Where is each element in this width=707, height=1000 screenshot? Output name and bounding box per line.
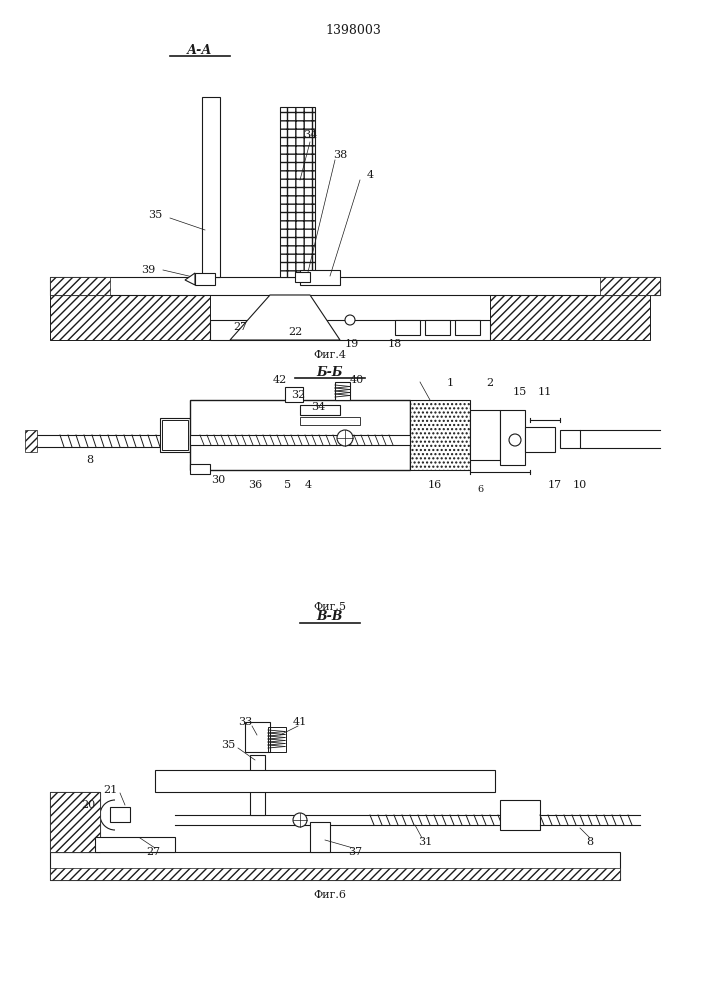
Bar — [160, 418, 190, 452]
Text: Фиг.4: Фиг.4 — [313, 350, 346, 360]
Bar — [395, 320, 420, 335]
Bar — [110, 807, 130, 822]
Text: Фиг.5: Фиг.5 — [313, 602, 346, 612]
Bar — [155, 770, 495, 792]
Bar — [470, 410, 500, 460]
Bar — [190, 400, 410, 470]
Bar — [25, 430, 37, 452]
Bar — [560, 430, 580, 448]
Bar — [410, 400, 470, 470]
Bar — [310, 822, 330, 852]
Bar — [300, 417, 360, 425]
Bar — [50, 868, 620, 880]
Text: Б-Б: Б-Б — [317, 365, 344, 378]
Bar — [95, 837, 175, 852]
Text: 27: 27 — [146, 847, 160, 857]
Text: Фиг.6: Фиг.6 — [313, 890, 346, 900]
Bar — [50, 792, 100, 852]
Bar — [500, 800, 540, 830]
Text: 1: 1 — [446, 378, 454, 388]
Text: 27: 27 — [233, 322, 247, 332]
Bar — [202, 97, 220, 277]
Bar — [50, 852, 620, 880]
Bar — [245, 722, 270, 752]
Bar — [295, 272, 310, 282]
Bar — [600, 277, 660, 295]
Bar — [190, 464, 210, 474]
Text: А-А: А-А — [187, 43, 213, 56]
Bar — [50, 792, 100, 852]
Text: 8: 8 — [586, 837, 594, 847]
Bar — [190, 435, 410, 445]
Bar — [335, 382, 350, 400]
Text: 41: 41 — [293, 717, 307, 727]
Bar — [50, 277, 110, 295]
Text: 40: 40 — [350, 375, 364, 385]
Text: 37: 37 — [348, 847, 362, 857]
Text: 15: 15 — [513, 387, 527, 397]
Text: 35: 35 — [148, 210, 162, 220]
Polygon shape — [185, 273, 195, 285]
Text: 6: 6 — [477, 486, 483, 494]
Bar — [195, 273, 215, 285]
Bar — [455, 320, 480, 335]
Bar — [268, 727, 286, 752]
Text: 19: 19 — [345, 339, 359, 349]
Bar — [500, 410, 525, 465]
Text: 39: 39 — [141, 265, 155, 275]
Text: 42: 42 — [273, 375, 287, 385]
Text: 36: 36 — [248, 480, 262, 490]
Bar — [425, 320, 450, 335]
Text: 18: 18 — [388, 339, 402, 349]
Text: 16: 16 — [428, 480, 442, 490]
Text: 33: 33 — [238, 717, 252, 727]
Bar — [285, 387, 303, 402]
Text: 17: 17 — [548, 480, 562, 490]
Circle shape — [345, 315, 355, 325]
Text: 22: 22 — [288, 327, 302, 337]
Text: 1398003: 1398003 — [325, 23, 381, 36]
Circle shape — [337, 430, 353, 446]
Text: 30: 30 — [211, 475, 225, 485]
Text: 10: 10 — [573, 480, 587, 490]
Circle shape — [293, 813, 307, 827]
Text: 2: 2 — [486, 378, 493, 388]
Bar — [50, 277, 660, 295]
Bar — [250, 755, 265, 815]
Text: 11: 11 — [538, 387, 552, 397]
Text: 21: 21 — [103, 785, 117, 795]
Bar — [162, 420, 188, 450]
Bar — [280, 107, 315, 277]
Bar — [525, 427, 555, 452]
Text: 4: 4 — [366, 170, 373, 180]
Text: В-В: В-В — [317, 610, 344, 624]
Bar — [50, 295, 210, 340]
Bar — [300, 405, 340, 415]
Text: 5: 5 — [284, 480, 291, 490]
Bar — [300, 270, 340, 285]
Text: 31: 31 — [418, 837, 432, 847]
Bar — [490, 295, 650, 340]
Text: 35: 35 — [221, 740, 235, 750]
Text: 38: 38 — [333, 150, 347, 160]
Text: 4: 4 — [305, 480, 312, 490]
Text: 20: 20 — [81, 800, 95, 810]
Circle shape — [509, 434, 521, 446]
Bar — [210, 320, 490, 340]
Text: 34: 34 — [303, 130, 317, 140]
Text: 32: 32 — [291, 390, 305, 400]
Text: 8: 8 — [86, 455, 93, 465]
Polygon shape — [230, 295, 340, 340]
Text: 34: 34 — [311, 402, 325, 412]
